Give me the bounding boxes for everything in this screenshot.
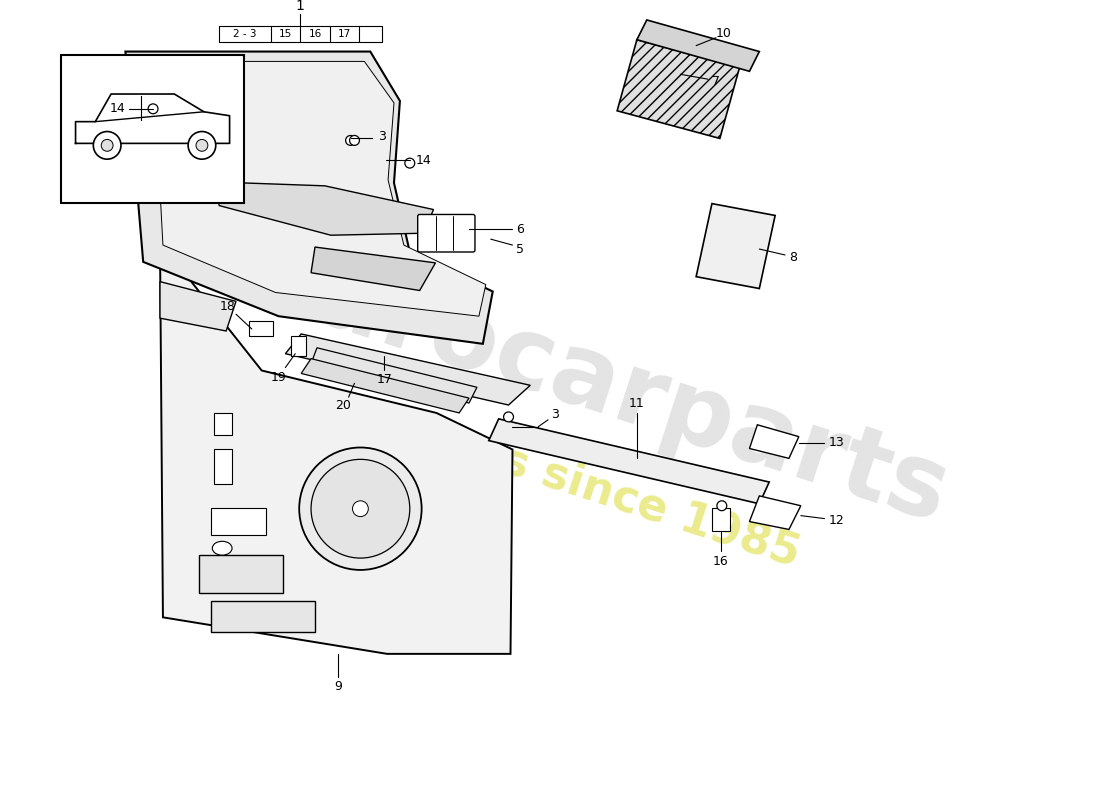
Circle shape [196,139,208,151]
Text: 1: 1 [296,0,305,13]
Bar [62,54,244,202]
Ellipse shape [212,542,232,555]
Text: 2 - 3: 2 - 3 [233,29,256,38]
Bar [211,508,265,535]
Circle shape [311,459,410,558]
Circle shape [94,131,121,159]
Text: 19: 19 [271,371,286,384]
Polygon shape [749,496,801,530]
Text: a parts since 1985: a parts since 1985 [353,392,806,576]
Circle shape [101,139,113,151]
Text: 18: 18 [220,300,236,313]
Polygon shape [285,334,530,405]
Polygon shape [214,182,433,235]
Text: 16: 16 [308,29,321,38]
Text: 5: 5 [516,242,525,255]
Circle shape [350,135,360,146]
Circle shape [504,412,514,422]
Circle shape [299,447,421,570]
Polygon shape [488,419,769,504]
Text: 10: 10 [716,27,732,40]
Bar [712,508,729,531]
Polygon shape [617,40,739,138]
Text: 14: 14 [416,154,431,166]
Text: 12: 12 [828,514,844,527]
Text: 13: 13 [828,436,844,449]
FancyBboxPatch shape [418,214,475,252]
Polygon shape [749,425,799,458]
Text: 9: 9 [333,680,342,693]
Bar [292,336,306,356]
Text: eurocarparts: eurocarparts [238,226,960,544]
Text: 17: 17 [338,29,351,38]
Polygon shape [301,358,469,413]
Text: 3: 3 [378,130,386,143]
Polygon shape [160,242,513,654]
Text: 7: 7 [712,74,719,88]
Text: 17: 17 [376,373,392,386]
Polygon shape [160,282,236,331]
Bar [249,321,273,336]
Text: 3: 3 [551,409,559,422]
Polygon shape [637,20,759,71]
Circle shape [405,158,415,168]
Bar [214,413,232,434]
Text: 14: 14 [110,102,125,115]
Circle shape [148,104,158,114]
Bar [199,555,284,593]
Polygon shape [153,62,486,316]
Polygon shape [311,247,436,290]
Text: 16: 16 [713,554,728,567]
Circle shape [345,135,355,146]
Polygon shape [696,204,775,289]
Text: 15: 15 [278,29,292,38]
Polygon shape [125,51,493,344]
Bar [211,601,315,632]
Text: 8: 8 [789,251,796,265]
Circle shape [188,131,216,159]
Circle shape [717,501,727,510]
Text: 11: 11 [629,397,645,410]
Bar [214,450,232,484]
Circle shape [352,501,368,517]
Polygon shape [311,348,477,403]
Text: 6: 6 [516,222,525,236]
Text: 20: 20 [334,398,351,411]
